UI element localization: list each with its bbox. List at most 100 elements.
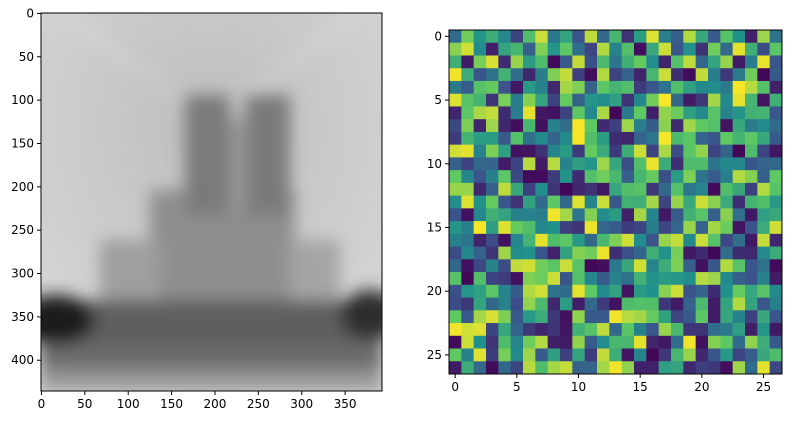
heatmap-cell: [560, 259, 573, 273]
heatmap-cell: [732, 297, 746, 311]
heatmap-cell: [658, 30, 672, 44]
heatmap-cell: [560, 30, 573, 44]
heatmap-cell: [732, 259, 746, 273]
heatmap-cell: [609, 80, 623, 95]
heatmap-cell: [535, 131, 549, 146]
heatmap-cell: [597, 208, 610, 222]
heatmap-cell: [708, 93, 721, 107]
heatmap-cell: [560, 284, 573, 298]
heatmap-cell: [560, 106, 573, 120]
heatmap-cell: [646, 195, 660, 209]
heatmap-cell: [584, 119, 598, 133]
heatmap-cell: [597, 284, 610, 298]
heatmap-cell: [523, 195, 536, 209]
heatmap-cell: [745, 233, 758, 247]
heatmap-cell: [510, 80, 524, 95]
heatmap-cell: [609, 272, 623, 286]
heatmap-cell: [745, 348, 758, 362]
heatmap-cell: [708, 119, 721, 133]
heatmap-cell: [597, 93, 610, 107]
heatmap-cell: [523, 144, 536, 158]
heatmap-cell: [609, 310, 623, 324]
heatmap-cell: [708, 68, 721, 82]
heatmap-cell: [646, 233, 660, 247]
heatmap-cell: [584, 272, 598, 286]
heatmap-cell: [646, 42, 660, 56]
heatmap-cell: [510, 246, 524, 260]
heatmap-cell: [461, 144, 475, 158]
heatmap-cell: [572, 310, 586, 324]
heatmap-cell: [560, 68, 573, 82]
heatmap-cell: [757, 106, 771, 120]
heatmap-cell: [671, 80, 684, 95]
heatmap-cell: [646, 348, 660, 362]
heatmap-cell: [498, 335, 512, 349]
heatmap-cell: [523, 182, 536, 197]
heatmap-cell: [695, 55, 709, 69]
heatmap-cell: [473, 144, 487, 158]
heatmap-cell: [486, 348, 499, 362]
heatmap-cell: [523, 284, 536, 298]
heatmap-cell: [449, 144, 462, 158]
heatmap-cell: [510, 42, 524, 56]
heatmap-cell: [498, 119, 512, 133]
heatmap-cell: [634, 119, 647, 133]
heatmap-cell: [584, 361, 598, 375]
heatmap-cell: [757, 284, 771, 298]
heatmap-cell: [634, 272, 647, 286]
heatmap-cell: [720, 335, 734, 349]
heatmap-cell: [597, 361, 610, 375]
heatmap-cell: [523, 310, 536, 324]
heatmap-cell: [597, 259, 610, 273]
heatmap-cell: [757, 131, 771, 146]
heatmap-cell: [646, 259, 660, 273]
heatmap-cell: [523, 335, 536, 349]
heatmap-cell: [621, 284, 635, 298]
heatmap-cell: [461, 131, 475, 146]
heatmap-cell: [646, 246, 660, 260]
heatmap-cell: [572, 195, 586, 209]
x-tick-label: 5: [513, 380, 521, 394]
heatmap-cell: [572, 182, 586, 197]
heatmap-cell: [634, 335, 647, 349]
heatmap-cell: [708, 361, 721, 375]
heatmap-cell: [609, 335, 623, 349]
heatmap-cell: [757, 42, 771, 56]
heatmap-cell: [671, 233, 684, 247]
heatmap-cell: [523, 93, 536, 107]
heatmap-cell: [658, 259, 672, 273]
heatmap-cell: [498, 68, 512, 82]
heatmap-cell: [572, 55, 586, 69]
heatmap-cell: [732, 272, 746, 286]
heatmap-cell: [584, 246, 598, 260]
heatmap-cell: [449, 284, 462, 298]
heatmap-cell: [523, 233, 536, 247]
heatmap-cell: [695, 208, 709, 222]
x-tick-label: 20: [694, 380, 709, 394]
heatmap-cell: [609, 170, 623, 184]
heatmap-cell: [769, 323, 783, 337]
heatmap-cell: [486, 131, 499, 146]
heatmap-cell: [720, 55, 734, 69]
heatmap-cell: [572, 297, 586, 311]
heatmap-cell: [449, 221, 462, 235]
heatmap-cell: [535, 335, 549, 349]
heatmap-cell: [473, 119, 487, 133]
heatmap-cell: [473, 208, 487, 222]
heatmap-cell: [547, 195, 561, 209]
heatmap-cell: [473, 93, 487, 107]
heatmap-cell: [510, 157, 524, 171]
heatmap-cell: [584, 233, 598, 247]
y-tick-label: 15: [427, 220, 442, 234]
heatmap-cell: [572, 323, 586, 337]
heatmap-cell: [732, 106, 746, 120]
heatmap-cell: [769, 55, 783, 69]
heatmap-cell: [695, 221, 709, 235]
heatmap-cell: [535, 157, 549, 171]
heatmap-cell: [597, 233, 610, 247]
heatmap-cell: [535, 144, 549, 158]
heatmap-cell: [609, 348, 623, 362]
heatmap-cell: [745, 259, 758, 273]
heatmap-cell: [597, 131, 610, 146]
heatmap-cell: [745, 131, 758, 146]
